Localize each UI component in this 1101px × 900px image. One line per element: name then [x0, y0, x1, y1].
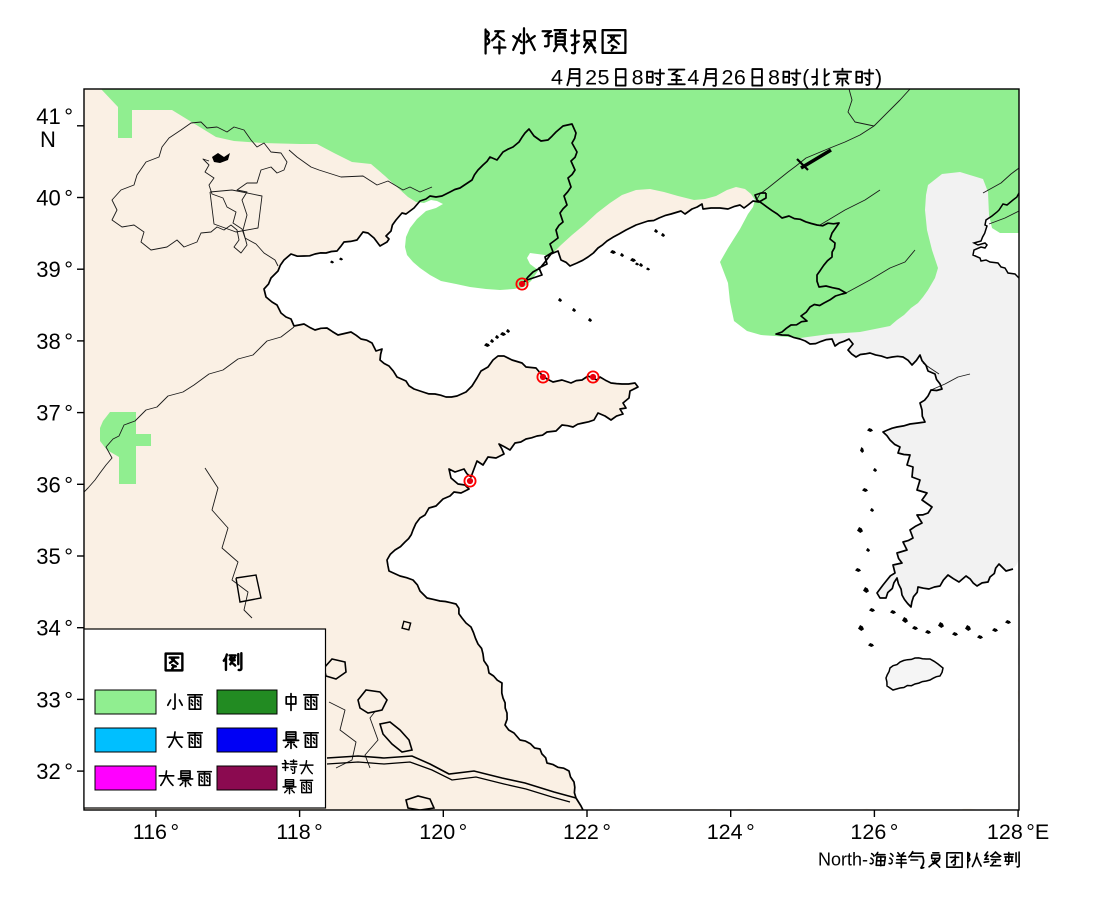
svg-text:118°: 118 °: [276, 820, 322, 844]
svg-text:): ): [875, 66, 882, 90]
svg-text:38°: 38 °: [36, 329, 73, 354]
svg-text:North-: North-: [818, 850, 868, 870]
svg-text:122°: 122 °: [563, 820, 611, 844]
svg-text:6: 6: [734, 66, 746, 90]
svg-text:32°: 32 °: [36, 759, 73, 784]
svg-text:120°: 120 °: [419, 820, 467, 844]
svg-text:34°: 34 °: [36, 616, 73, 641]
svg-text:124°: 124 °: [707, 820, 755, 844]
svg-text:126°: 126 °: [850, 820, 898, 844]
svg-text:2: 2: [722, 66, 734, 90]
svg-text:4: 4: [687, 66, 699, 90]
svg-text:116°: 116 °: [133, 820, 179, 844]
svg-text:33°: 33 °: [36, 687, 73, 712]
svg-text:128°E: 128 °E: [987, 820, 1049, 844]
svg-text:40°: 40 °: [36, 186, 73, 211]
svg-text:35°: 35 °: [36, 544, 73, 569]
svg-text:N: N: [40, 127, 56, 152]
svg-text:36°: 36 °: [36, 472, 73, 497]
svg-text:41°: 41 °: [36, 104, 73, 129]
svg-text:8: 8: [632, 66, 644, 90]
svg-text:39°: 39 °: [36, 257, 73, 282]
svg-text:4: 4: [551, 66, 563, 90]
svg-text:37°: 37 °: [36, 401, 73, 426]
svg-text:5: 5: [598, 66, 610, 90]
svg-text:8: 8: [768, 66, 780, 90]
svg-text:2: 2: [585, 66, 597, 90]
svg-text:(: (: [802, 66, 810, 90]
